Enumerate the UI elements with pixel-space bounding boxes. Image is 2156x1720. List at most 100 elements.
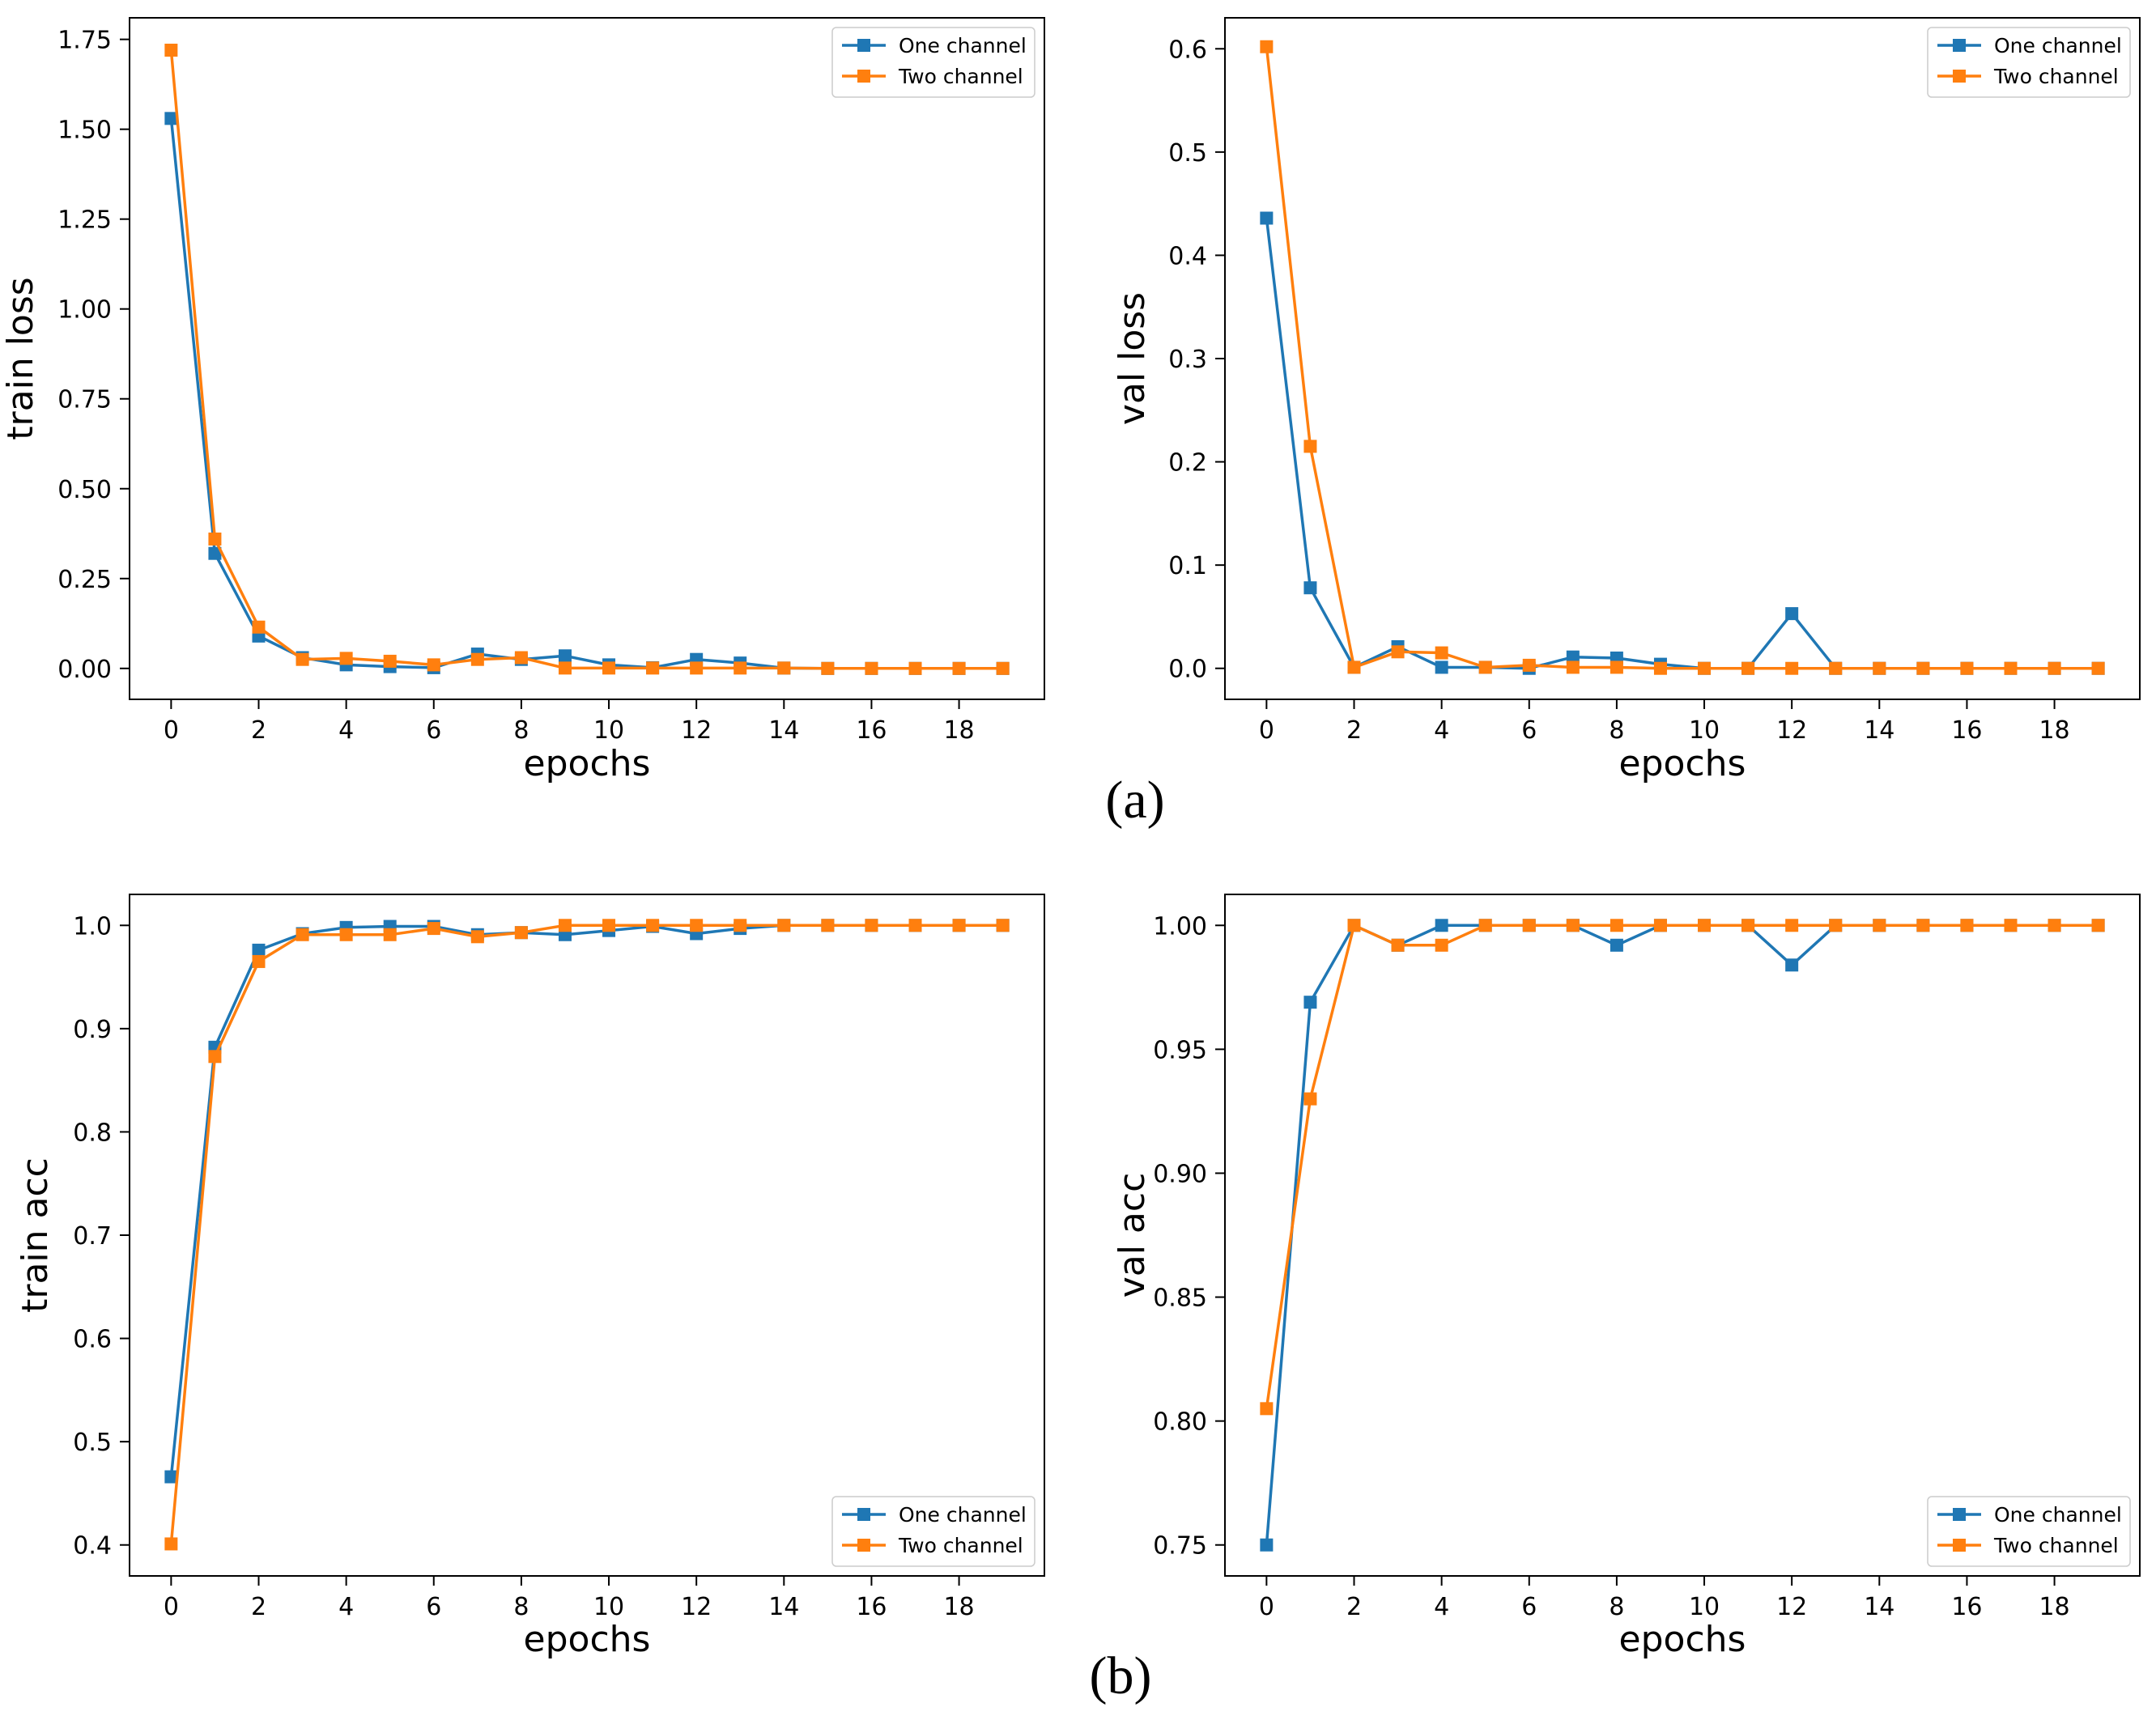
x-tick-label: 14 xyxy=(1864,1593,1894,1621)
legend-marker xyxy=(1953,39,1966,52)
series-one-channel xyxy=(164,112,1010,675)
data-point xyxy=(296,652,309,666)
x-tick-label: 6 xyxy=(426,716,441,745)
x-tick-label: 0 xyxy=(164,716,179,745)
legend-label: Two channel xyxy=(1993,1534,2119,1557)
data-point xyxy=(1566,919,1580,932)
y-tick-label: 1.50 xyxy=(57,117,112,145)
x-tick-label: 10 xyxy=(593,1593,624,1621)
series-line xyxy=(1265,218,2099,670)
x-tick-label: 12 xyxy=(1776,1593,1807,1621)
legend-marker xyxy=(857,1539,870,1552)
y-tick-label: 0.9 xyxy=(73,1016,112,1044)
data-point xyxy=(427,658,440,672)
legend: One channel Two channel xyxy=(831,27,1035,98)
data-point xyxy=(514,926,528,940)
x-axis-label: epochs xyxy=(1619,743,1746,784)
y-tick-label: 1.0 xyxy=(73,912,112,941)
y-tick-label: 0.6 xyxy=(73,1326,112,1354)
data-point xyxy=(1610,919,1623,932)
data-point xyxy=(470,930,484,944)
data-point xyxy=(1873,919,1886,932)
legend-label: One channel xyxy=(899,1503,1027,1527)
data-point xyxy=(1829,919,1843,932)
data-point xyxy=(558,649,572,663)
y-tick-label: 0.75 xyxy=(57,386,112,414)
legend-label: Two channel xyxy=(898,1534,1023,1557)
data-point xyxy=(1522,658,1536,672)
data-point xyxy=(1522,919,1536,932)
x-tick-label: 18 xyxy=(2039,716,2069,745)
chart-val-acc: 0 2 4 6 8 10 12 14 16 18 0.75 0.80 0.85 0.90 0.95 1.00 e… xyxy=(1112,894,2141,1660)
chart-val-loss: 0 2 4 6 8 10 12 14 16 18 0.0 0.1 0.2 0.3 0.4 0.5 0.6 epoc… xyxy=(1112,17,2141,784)
plot-frame xyxy=(129,894,1045,1577)
data-point xyxy=(164,1537,178,1551)
y-tick-label: 1.00 xyxy=(57,296,112,325)
data-point xyxy=(1435,646,1448,660)
x-tick-label: 10 xyxy=(593,716,624,745)
data-point xyxy=(1610,938,1623,952)
y-tick-label: 0.80 xyxy=(1153,1408,1207,1437)
x-tick-label: 12 xyxy=(1776,716,1807,745)
legend-label: One channel xyxy=(1994,34,2122,57)
panel-label-a: (a) xyxy=(1105,771,1164,830)
data-point xyxy=(164,112,178,125)
legend: One channel Two channel xyxy=(831,1496,1035,1567)
legend-marker xyxy=(1953,70,1966,83)
legend-label: One channel xyxy=(899,34,1027,57)
x-tick-label: 18 xyxy=(943,716,974,745)
y-tick-label: 0.2 xyxy=(1168,449,1207,478)
series-two-channel xyxy=(1260,40,2105,675)
legend-label: Two channel xyxy=(1993,65,2119,88)
data-point xyxy=(734,919,747,932)
x-tick-label: 2 xyxy=(1346,1593,1362,1621)
data-point xyxy=(208,532,222,546)
data-point xyxy=(2004,661,2018,675)
data-point xyxy=(602,661,616,675)
data-point xyxy=(908,919,922,932)
data-point xyxy=(1960,919,1974,932)
data-point xyxy=(2048,661,2061,675)
y-tick-label: 0.50 xyxy=(57,476,112,504)
data-point xyxy=(996,919,1010,932)
x-tick-label: 2 xyxy=(251,716,266,745)
x-tick-label: 8 xyxy=(1609,1593,1624,1621)
x-tick-label: 16 xyxy=(1951,1593,1982,1621)
x-tick-label: 2 xyxy=(1346,716,1362,745)
data-point xyxy=(1829,661,1843,675)
y-tick-label: 0.5 xyxy=(73,1429,112,1457)
series-one-channel xyxy=(164,919,1010,1484)
data-point xyxy=(514,651,528,665)
data-point xyxy=(164,43,178,57)
data-point xyxy=(208,546,222,560)
x-tick-label: 6 xyxy=(426,1593,441,1621)
x-tick-label: 14 xyxy=(768,716,799,745)
x-tick-label: 10 xyxy=(1689,716,1720,745)
x-tick-label: 18 xyxy=(2039,1593,2069,1621)
data-point xyxy=(1785,661,1799,675)
y-tick-label: 0.3 xyxy=(1168,346,1207,374)
series-one-channel xyxy=(1260,211,2105,675)
data-point xyxy=(646,919,660,932)
data-point xyxy=(252,954,266,968)
data-point xyxy=(1303,581,1317,595)
x-tick-label: 0 xyxy=(1259,1593,1274,1621)
data-point xyxy=(1260,1402,1274,1416)
x-tick-label: 14 xyxy=(768,1593,799,1621)
legend-marker xyxy=(1953,1539,1966,1552)
data-point xyxy=(1566,650,1580,664)
y-tick-label: 0.85 xyxy=(1153,1285,1207,1313)
data-point xyxy=(339,652,353,665)
y-tick-label: 1.25 xyxy=(57,206,112,235)
data-point xyxy=(1785,607,1799,621)
series-line xyxy=(1265,924,2099,1409)
data-point xyxy=(952,919,966,932)
legend-marker xyxy=(857,1508,870,1521)
data-point xyxy=(1916,661,1930,675)
y-tick-label: 0.90 xyxy=(1153,1160,1207,1188)
legend-marker xyxy=(1953,1508,1966,1521)
data-point xyxy=(2091,919,2105,932)
data-point xyxy=(1960,661,1974,675)
x-tick-label: 6 xyxy=(1521,1593,1537,1621)
